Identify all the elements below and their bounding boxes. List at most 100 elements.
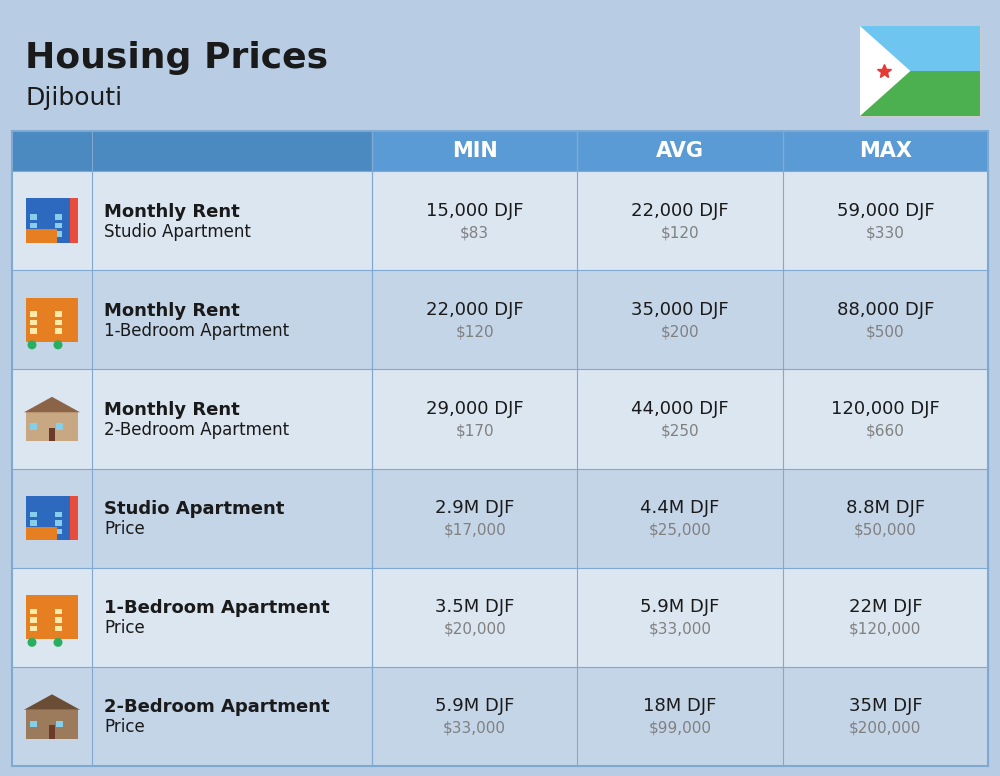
- Text: Studio Apartment: Studio Apartment: [104, 223, 251, 241]
- Text: Price: Price: [104, 619, 145, 637]
- FancyBboxPatch shape: [12, 270, 988, 369]
- Text: 18M DJF: 18M DJF: [643, 698, 717, 715]
- FancyBboxPatch shape: [55, 223, 62, 228]
- Text: 4.4M DJF: 4.4M DJF: [640, 499, 720, 517]
- FancyBboxPatch shape: [56, 721, 62, 727]
- FancyBboxPatch shape: [12, 568, 988, 667]
- Circle shape: [54, 638, 63, 647]
- FancyBboxPatch shape: [70, 199, 78, 243]
- Circle shape: [28, 341, 37, 349]
- FancyBboxPatch shape: [26, 595, 78, 639]
- Text: Price: Price: [104, 719, 145, 736]
- Polygon shape: [24, 397, 80, 412]
- FancyBboxPatch shape: [26, 496, 78, 540]
- FancyBboxPatch shape: [12, 667, 988, 766]
- FancyBboxPatch shape: [30, 214, 36, 220]
- Text: Djibouti: Djibouti: [25, 86, 122, 110]
- FancyBboxPatch shape: [30, 609, 36, 615]
- FancyBboxPatch shape: [30, 311, 36, 317]
- FancyBboxPatch shape: [30, 320, 36, 325]
- Polygon shape: [860, 26, 980, 71]
- FancyBboxPatch shape: [55, 511, 62, 517]
- FancyBboxPatch shape: [12, 171, 988, 270]
- Polygon shape: [860, 26, 910, 116]
- Text: $120,000: $120,000: [849, 622, 922, 637]
- FancyBboxPatch shape: [26, 412, 78, 441]
- Text: $250: $250: [661, 424, 699, 438]
- FancyBboxPatch shape: [12, 131, 988, 171]
- Text: $660: $660: [866, 424, 905, 438]
- Text: $500: $500: [866, 324, 905, 339]
- FancyBboxPatch shape: [30, 223, 36, 228]
- Text: Housing Prices: Housing Prices: [25, 41, 328, 75]
- Text: $120: $120: [455, 324, 494, 339]
- Text: 44,000 DJF: 44,000 DJF: [631, 400, 729, 418]
- Text: $50,000: $50,000: [854, 522, 917, 538]
- FancyBboxPatch shape: [55, 328, 62, 334]
- Text: $99,000: $99,000: [649, 721, 712, 736]
- Text: 22M DJF: 22M DJF: [849, 598, 922, 616]
- Text: 120,000 DJF: 120,000 DJF: [831, 400, 940, 418]
- Text: $25,000: $25,000: [649, 522, 711, 538]
- FancyBboxPatch shape: [12, 469, 988, 568]
- Text: Monthly Rent: Monthly Rent: [104, 302, 240, 320]
- Text: 8.8M DJF: 8.8M DJF: [846, 499, 925, 517]
- FancyBboxPatch shape: [30, 511, 36, 517]
- Text: 5.9M DJF: 5.9M DJF: [435, 698, 514, 715]
- Text: 15,000 DJF: 15,000 DJF: [426, 202, 523, 220]
- Text: 88,000 DJF: 88,000 DJF: [837, 301, 934, 319]
- FancyBboxPatch shape: [55, 214, 62, 220]
- FancyBboxPatch shape: [56, 424, 62, 430]
- Text: 35,000 DJF: 35,000 DJF: [631, 301, 729, 319]
- Text: $33,000: $33,000: [443, 721, 506, 736]
- Text: MIN: MIN: [452, 141, 498, 161]
- Text: Monthly Rent: Monthly Rent: [104, 401, 240, 419]
- FancyBboxPatch shape: [30, 626, 36, 632]
- FancyBboxPatch shape: [55, 609, 62, 615]
- Text: $120: $120: [661, 225, 699, 240]
- FancyBboxPatch shape: [26, 710, 78, 739]
- Text: 1-Bedroom Apartment: 1-Bedroom Apartment: [104, 599, 330, 617]
- Circle shape: [28, 638, 37, 647]
- Text: 2-Bedroom Apartment: 2-Bedroom Apartment: [104, 421, 289, 439]
- FancyBboxPatch shape: [26, 199, 78, 243]
- FancyBboxPatch shape: [30, 231, 36, 237]
- FancyBboxPatch shape: [92, 131, 372, 171]
- Text: 59,000 DJF: 59,000 DJF: [837, 202, 934, 220]
- Polygon shape: [860, 71, 980, 116]
- Text: 35M DJF: 35M DJF: [849, 698, 922, 715]
- FancyBboxPatch shape: [55, 520, 62, 525]
- FancyBboxPatch shape: [30, 520, 36, 525]
- FancyBboxPatch shape: [55, 618, 62, 623]
- FancyBboxPatch shape: [12, 369, 988, 469]
- FancyBboxPatch shape: [55, 626, 62, 632]
- FancyBboxPatch shape: [26, 230, 57, 243]
- Text: 2.9M DJF: 2.9M DJF: [435, 499, 514, 517]
- Text: 22,000 DJF: 22,000 DJF: [426, 301, 523, 319]
- FancyBboxPatch shape: [26, 527, 57, 540]
- FancyBboxPatch shape: [55, 311, 62, 317]
- FancyBboxPatch shape: [48, 726, 55, 739]
- FancyBboxPatch shape: [55, 320, 62, 325]
- FancyBboxPatch shape: [30, 328, 36, 334]
- Text: Monthly Rent: Monthly Rent: [104, 203, 240, 220]
- FancyBboxPatch shape: [30, 424, 36, 430]
- FancyBboxPatch shape: [55, 528, 62, 534]
- Text: $33,000: $33,000: [649, 622, 712, 637]
- Text: 29,000 DJF: 29,000 DJF: [426, 400, 523, 418]
- Circle shape: [54, 341, 63, 349]
- FancyBboxPatch shape: [30, 721, 36, 727]
- Text: Price: Price: [104, 520, 145, 538]
- FancyBboxPatch shape: [30, 618, 36, 623]
- Text: 3.5M DJF: 3.5M DJF: [435, 598, 514, 616]
- Text: 22,000 DJF: 22,000 DJF: [631, 202, 729, 220]
- Text: 2-Bedroom Apartment: 2-Bedroom Apartment: [104, 698, 330, 716]
- Text: $83: $83: [460, 225, 489, 240]
- FancyBboxPatch shape: [48, 428, 55, 441]
- FancyBboxPatch shape: [26, 298, 78, 342]
- FancyBboxPatch shape: [55, 231, 62, 237]
- FancyBboxPatch shape: [12, 131, 92, 171]
- Text: $17,000: $17,000: [443, 522, 506, 538]
- Text: MAX: MAX: [859, 141, 912, 161]
- Text: $170: $170: [455, 424, 494, 438]
